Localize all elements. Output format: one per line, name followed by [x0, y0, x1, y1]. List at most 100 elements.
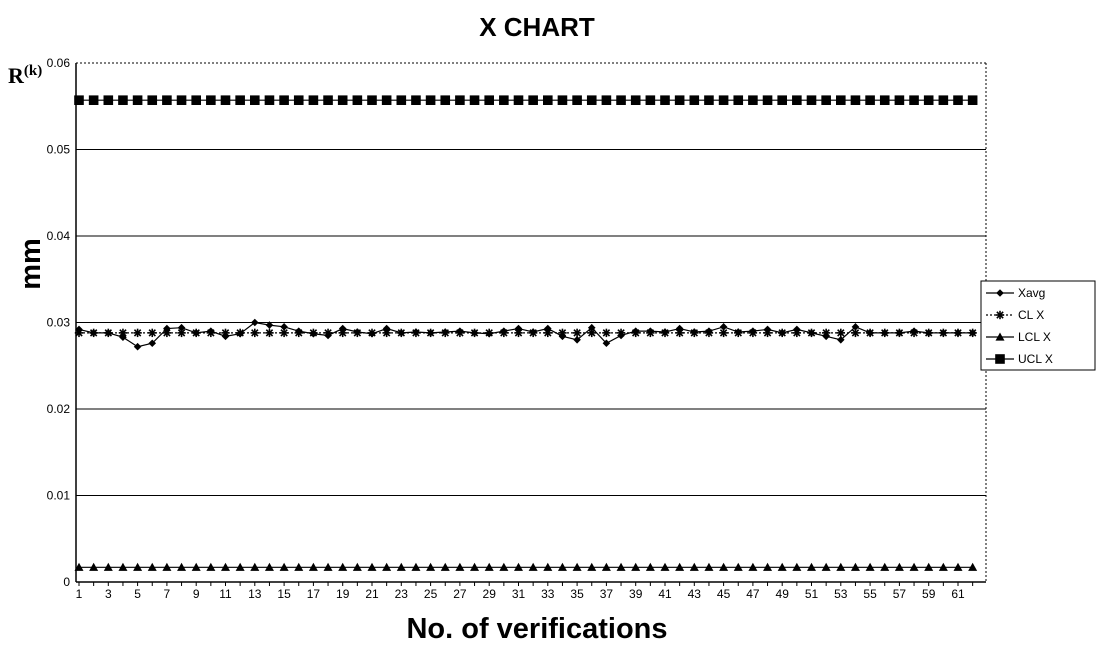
data-point-ucl-x: [528, 95, 538, 105]
data-point-xavg: [177, 323, 186, 332]
data-point-ucl-x: [645, 95, 656, 105]
data-point-lcl-x: [499, 562, 509, 571]
data-point-cl-x: [118, 328, 128, 338]
data-point-xavg: [148, 339, 157, 348]
data-point-ucl-x: [74, 95, 84, 105]
legend-entry-xavg: Xavg: [986, 286, 1045, 300]
data-point-ucl-x: [923, 95, 934, 105]
data-point-xavg: [251, 318, 259, 327]
x-tick-label: 13: [248, 587, 262, 601]
data-point-cl-x: [382, 328, 391, 338]
data-point-lcl-x: [777, 562, 787, 571]
data-point-xavg: [602, 339, 611, 348]
data-point-lcl-x: [675, 562, 685, 571]
data-point-cl-x: [411, 328, 421, 338]
x-tick-label: 15: [277, 587, 291, 601]
data-point-cl-x: [89, 328, 98, 338]
data-point-cl-x: [353, 328, 362, 338]
data-point-ucl-x: [718, 95, 729, 105]
x-tick-label: 39: [629, 587, 643, 601]
data-point-lcl-x: [382, 562, 392, 571]
x-tick-label: 45: [717, 587, 731, 601]
data-point-lcl-x: [89, 562, 99, 571]
y-tick-label: 0.05: [47, 143, 71, 157]
series-cl-x: [74, 328, 977, 338]
data-point-ucl-x: [777, 95, 787, 105]
r-k-annotation: R(k): [8, 63, 42, 88]
y-tick-label: 0.04: [47, 229, 71, 243]
x-tick-label: 11: [219, 587, 232, 601]
data-point-lcl-x: [352, 562, 362, 571]
data-point-cl-x: [748, 328, 758, 338]
y-tick-label: 0: [63, 575, 70, 589]
data-point-cl-x: [162, 328, 172, 338]
data-point-ucl-x: [704, 95, 714, 105]
y-tick-label: 0.01: [47, 489, 71, 503]
data-point-ucl-x: [308, 95, 319, 105]
data-point-lcl-x: [177, 562, 187, 571]
data-point-cl-x: [909, 328, 919, 338]
data-point-xavg: [573, 336, 581, 344]
x-tick-label: 7: [164, 587, 171, 601]
data-point-cl-x: [631, 328, 640, 338]
data-point-ucl-x: [352, 95, 363, 105]
data-point-cl-x: [646, 328, 655, 338]
data-point-lcl-x: [865, 562, 875, 571]
data-point-cl-x: [104, 328, 113, 338]
data-point-xavg: [265, 321, 274, 329]
data-point-cl-x: [455, 328, 465, 338]
data-point-lcl-x: [836, 562, 846, 571]
x-tick-label: 35: [570, 587, 584, 601]
data-point-cl-x: [441, 328, 450, 338]
data-point-lcl-x: [206, 562, 216, 571]
data-point-xavg: [587, 323, 596, 332]
data-point-lcl-x: [821, 562, 831, 571]
x-axis-label: No. of verifications: [406, 613, 667, 645]
data-point-ucl-x: [879, 95, 890, 105]
data-point-cl-x: [734, 328, 743, 338]
data-point-lcl-x: [191, 562, 201, 571]
x-tick-label: 9: [193, 587, 200, 601]
data-point-cl-x: [558, 328, 567, 338]
legend-entry-ucl-x: UCL X: [986, 352, 1053, 366]
data-point-cl-x: [177, 328, 186, 338]
data-point-lcl-x: [264, 562, 274, 571]
x-tick-label: 51: [805, 587, 819, 601]
data-point-lcl-x: [308, 562, 318, 571]
data-point-lcl-x: [294, 562, 304, 571]
data-point-lcl-x: [514, 562, 523, 571]
data-point-xavg: [163, 324, 171, 333]
x-tick-label: 31: [512, 587, 526, 601]
data-point-ucl-x: [132, 95, 143, 105]
x-tick-label: 5: [134, 587, 141, 601]
data-point-ucl-x: [953, 95, 963, 105]
x-tick-label: 43: [688, 587, 702, 601]
data-point-ucl-x: [279, 95, 289, 105]
data-point-cl-x: [880, 328, 889, 338]
data-point-lcl-x: [850, 562, 860, 571]
data-point-ucl-x: [748, 95, 758, 105]
data-point-cl-x: [851, 328, 860, 338]
data-point-cl-x: [192, 328, 201, 338]
data-point-ucl-x: [411, 95, 421, 105]
data-point-ucl-x: [792, 95, 802, 105]
data-point-xavg: [338, 324, 347, 333]
data-point-ucl-x: [220, 95, 231, 105]
data-point-lcl-x: [396, 562, 406, 571]
data-point-ucl-x: [513, 95, 524, 105]
x-tick-label: 53: [834, 587, 848, 601]
data-point-ucl-x: [630, 95, 641, 105]
data-point-lcl-x: [572, 562, 582, 571]
data-point-ucl-x: [440, 95, 451, 105]
data-point-cl-x: [133, 328, 142, 338]
data-point-cl-x: [763, 328, 772, 338]
data-point-ucl-x: [337, 95, 348, 105]
x-tick-label: 47: [746, 587, 760, 601]
data-point-cl-x: [924, 328, 933, 338]
data-point-cl-x: [587, 328, 596, 338]
data-point-lcl-x: [455, 562, 465, 571]
chart-title: X CHART: [479, 12, 595, 42]
data-point-cl-x: [704, 328, 714, 338]
data-point-lcl-x: [601, 562, 611, 571]
data-point-ucl-x: [543, 95, 553, 105]
